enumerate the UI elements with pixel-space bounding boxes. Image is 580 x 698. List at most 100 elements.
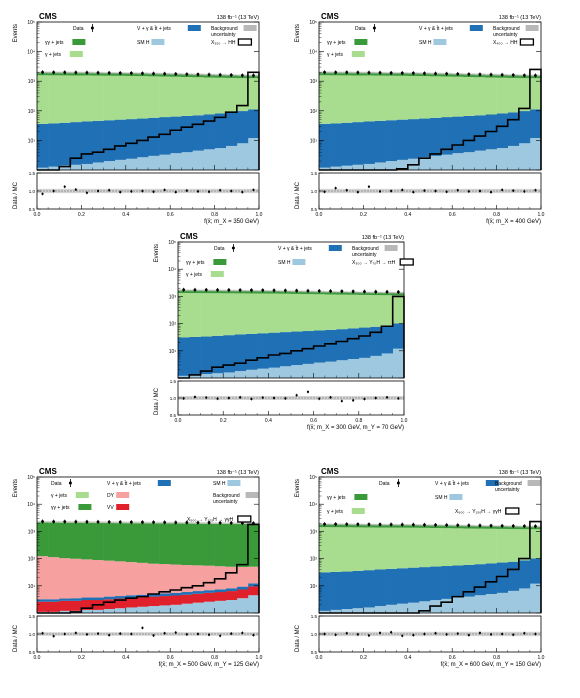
ratio-point-19: [534, 632, 537, 636]
experiment-label: CMS: [39, 467, 57, 476]
bar-smh-bin-11: [302, 363, 314, 378]
bar-g_jets-bin-16: [358, 294, 371, 328]
ratio-point-11: [163, 188, 166, 192]
legend-label-data: Data: [73, 26, 84, 32]
legend-swatch-signal: [399, 258, 414, 266]
bar-g_jets-bin-8: [268, 293, 280, 333]
bar-smh-bin-18: [236, 598, 249, 613]
bar-smh-bin-1: [330, 609, 342, 613]
x-tick-label: 0.8: [211, 212, 218, 218]
bar-smh-bin-9: [136, 157, 149, 170]
bar-vgamma-bin-18: [236, 586, 249, 590]
ratio-y-tick-label: 1.0: [29, 632, 36, 637]
bar-vgamma-bin-8: [125, 119, 138, 159]
bar-gg_jets-bin-15: [203, 523, 215, 566]
data-point-13: [467, 524, 471, 527]
bar-g_jets-bin-12: [452, 528, 464, 566]
bar-smh-bin-14: [192, 602, 204, 613]
experiment-label: CMS: [321, 12, 339, 21]
bar-smh-bin-1: [48, 166, 60, 170]
x-tick-label: 0.0: [175, 418, 182, 424]
data-point-16: [363, 290, 366, 294]
bar-vgamma-bin-8: [407, 567, 420, 603]
bar-g_jets-bin-1: [189, 293, 201, 337]
legend-swatch-gg_jets: [354, 494, 368, 500]
legend-swatch-g_jets: [210, 271, 224, 277]
x-tick-label: 0.6: [449, 655, 456, 661]
ratio-point-17: [374, 396, 377, 400]
bar-vgamma-bin-19: [247, 109, 260, 139]
legend-swatch-dy: [116, 492, 130, 498]
y-tick-label: 10²: [28, 557, 36, 563]
legend-label-line: uncertainty: [213, 499, 238, 505]
legend-label-data: Data: [214, 246, 225, 252]
bar-smh-bin-16: [496, 592, 508, 613]
bar-g_jets-bin-17: [507, 529, 520, 562]
x-tick-label: 1.0: [538, 212, 545, 218]
legend-swatch-smh: [292, 259, 306, 265]
bar-vgamma-bin-17: [225, 588, 238, 592]
bar-g_jets-bin-2: [341, 527, 353, 572]
y-tick-label: 10⁵: [27, 20, 35, 26]
bar-g_jets-bin-1: [48, 75, 60, 124]
legend-swatch-vgamma: [157, 480, 171, 486]
bar-vgamma-bin-2: [59, 598, 71, 601]
bar-vgamma-bin-2: [341, 122, 353, 166]
bar-g_jets-bin-1: [330, 527, 342, 572]
bar-smh-bin-11: [159, 605, 171, 613]
legend-label-bkg_unc: Background uncertainty: [213, 493, 240, 505]
bar-g_jets-bin-4: [363, 75, 375, 122]
legend-swatch-vgamma: [469, 25, 483, 31]
bar-vgamma-bin-18: [236, 111, 249, 144]
data-point-0: [41, 70, 44, 74]
bar-g_jets-bin-6: [385, 527, 397, 569]
bar-vgamma-bin-1: [330, 571, 342, 610]
data-point-6: [389, 71, 393, 75]
bar-smh-bin-10: [148, 155, 160, 170]
bar-vv-bin-15: [203, 592, 215, 602]
ratio-point-15: [352, 399, 355, 402]
ratio-point-13: [467, 190, 470, 193]
bar-vgamma-bin-10: [430, 117, 442, 156]
y-axis-label: Events: [13, 479, 19, 497]
bar-vgamma-bin-3: [352, 122, 364, 165]
legend-label-g_jets: γ + jets: [327, 509, 343, 515]
bar-g_jets-bin-16: [496, 528, 508, 563]
bar-dy-bin-8: [125, 562, 138, 596]
ratio-point-19: [252, 188, 255, 192]
bar-vv-bin-12: [170, 595, 182, 605]
bar-g_jets-bin-12: [313, 294, 326, 331]
bar-smh-bin-7: [396, 603, 409, 613]
ratio-point-9: [423, 189, 426, 192]
bar-g_jets-bin-7: [114, 75, 127, 120]
ratio-y-tick-label: 0.5: [29, 207, 36, 212]
x-tick-label: 0.8: [493, 655, 500, 661]
data-point-7: [400, 523, 404, 526]
bar-smh-bin-13: [463, 596, 475, 613]
bar-smh-bin-11: [159, 154, 171, 170]
bar-vgamma-bin-2: [200, 336, 213, 375]
bar-smh-bin-0: [178, 375, 190, 378]
ratio-y-tick-label: 1.0: [29, 189, 36, 194]
bar-vgamma-bin-18: [518, 560, 531, 589]
ratio-point-10: [434, 189, 437, 193]
bar-smh-bin-11: [441, 598, 453, 613]
bar-g_jets-bin-15: [485, 77, 497, 115]
data-point-15: [489, 73, 493, 77]
bar-vv-bin-8: [125, 597, 138, 608]
bar-g_jets-bin-10: [291, 293, 303, 332]
legend-label-line: Background: [213, 493, 240, 499]
bar-smh-bin-5: [92, 609, 104, 613]
data-point-4: [367, 522, 371, 526]
ratio-y-tick-label: 1.5: [311, 171, 318, 176]
ratio-point-16: [501, 632, 504, 636]
bar-smh-bin-9: [136, 606, 149, 613]
x-axis-label: f(x̄; m_X = 600 GeV, m_Y = 150 GeV): [441, 662, 541, 668]
bar-smh-bin-15: [347, 358, 360, 378]
data-point-9: [141, 520, 144, 524]
data-point-0: [323, 70, 326, 74]
bar-g_jets-bin-10: [430, 76, 442, 118]
bar-vgamma-bin-3: [211, 335, 224, 374]
ratio-point-14: [340, 399, 343, 403]
bar-g_jets-bin-2: [200, 293, 213, 337]
